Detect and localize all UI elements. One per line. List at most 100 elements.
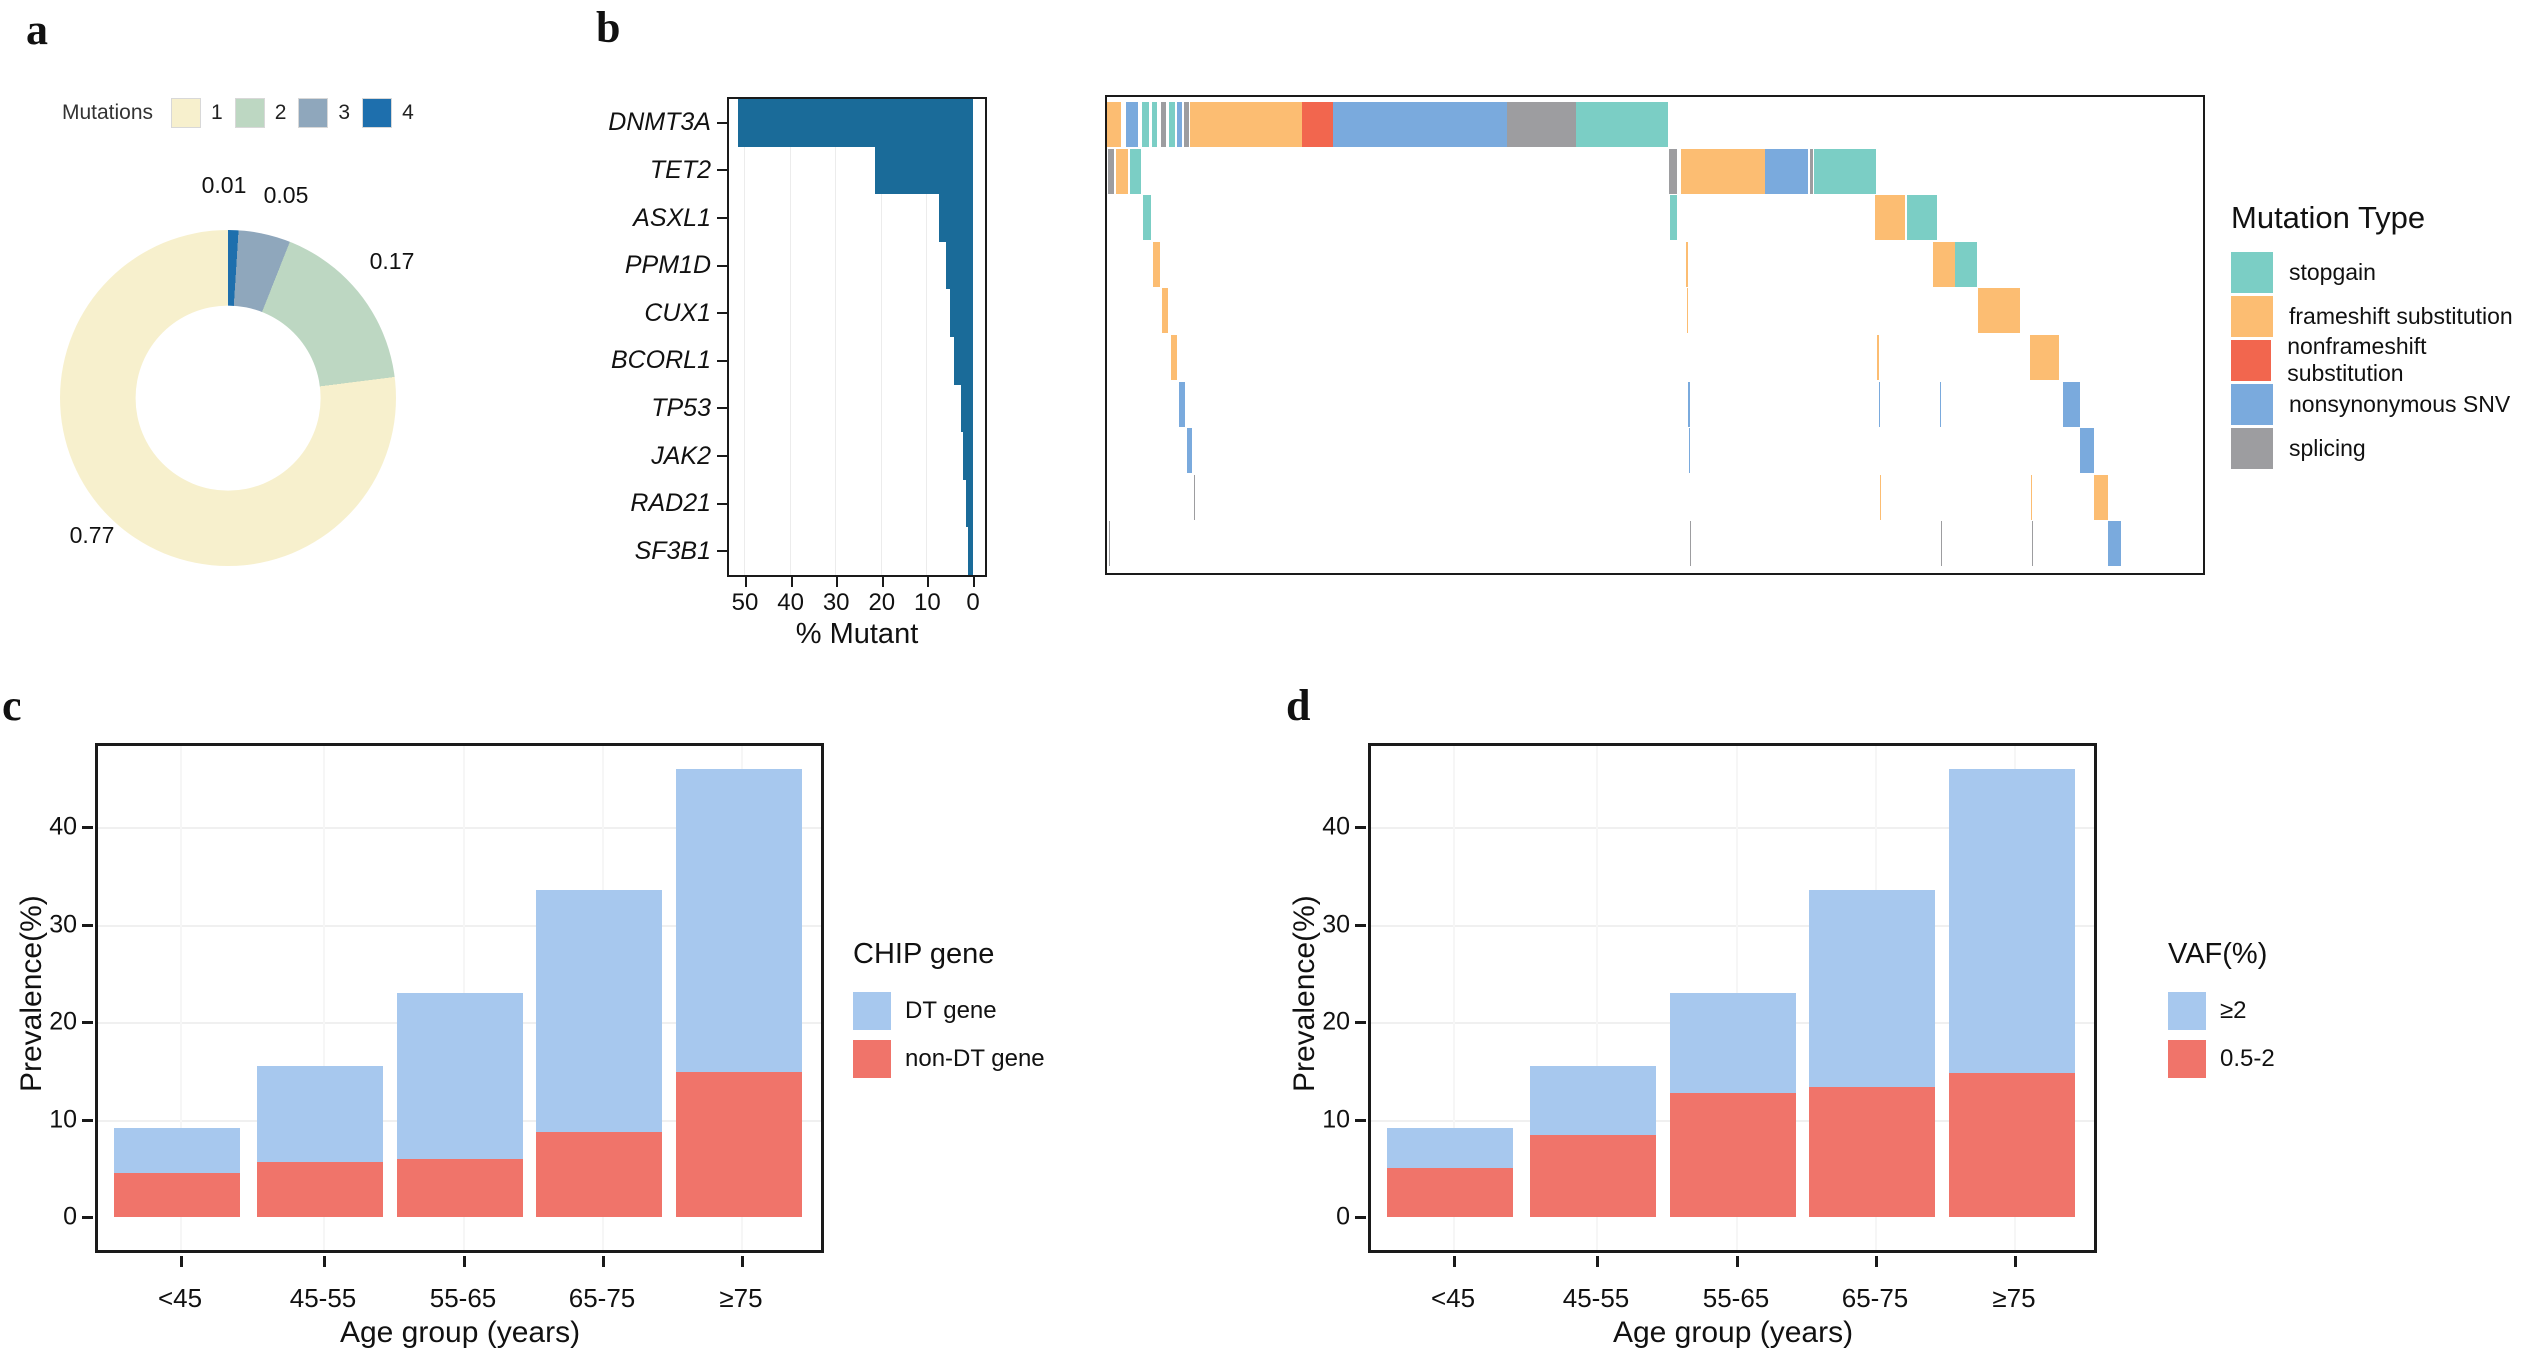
stacked-bar-bottom-65-75: [536, 1132, 662, 1217]
non-dt-gene-swatch: [853, 1040, 891, 1078]
x-category-label: 55-65: [1702, 1283, 1770, 1313]
gridline: [180, 746, 182, 1250]
gene-name: JAK2: [651, 441, 711, 470]
oncoprint-segment-tet2: [1115, 148, 1128, 194]
vaf-05-2-swatch: [2168, 1040, 2206, 1078]
mutations-legend-item-4: 4: [362, 98, 414, 128]
x-tick-label: 50: [731, 589, 759, 616]
oncoprint-segment-dnmt3a: [1332, 102, 1508, 147]
donut-label-0-05: 0.05: [263, 182, 309, 208]
y-tick-label: 10: [1322, 1105, 1350, 1134]
x-category-label: 65-75: [568, 1283, 636, 1313]
oncoprint-segment-dnmt3a: [1151, 102, 1158, 147]
oncoprint-segment-sf3b1: [1690, 521, 1692, 567]
y-tick: [82, 826, 93, 829]
pct-mutant-bar-cux1: [950, 289, 973, 337]
oncoprint-segment-bcorl1: [2029, 335, 2060, 380]
gene-name: SF3B1: [634, 536, 711, 565]
y-tick: [82, 924, 93, 927]
donut-label-0-01: 0.01: [201, 172, 247, 198]
oncoprint-segment-tet2: [1130, 148, 1141, 194]
gene-label-asxl1: ASXL1: [542, 203, 727, 233]
gene-name: DNMT3A: [608, 108, 711, 137]
gridline: [98, 925, 821, 927]
gridline: [744, 99, 745, 575]
oncoprint-segment-tet2: [1813, 148, 1877, 194]
legend-item-nonsynonymous: nonsynonymous SNV: [2231, 382, 2538, 426]
x-tick: [790, 577, 793, 587]
oncoprint-segment-tet2: [1764, 148, 1809, 194]
oncoprint-segment-ppm1d: [1955, 241, 1978, 287]
dt-gene-swatch: [853, 992, 891, 1030]
oncoprint-segment-bcorl1: [1170, 335, 1178, 380]
gene-tick: [717, 217, 727, 219]
gene-label-tet2: TET2: [542, 155, 727, 185]
mutations-donut-chart: [60, 230, 396, 566]
oncoprint-segment-sf3b1: [1108, 521, 1110, 567]
x-tick: [180, 1256, 183, 1267]
pct-mutant-bar-asxl1: [938, 194, 973, 242]
legend-item-vaf-ge2: ≥2: [2168, 987, 2275, 1035]
frameshift-swatch: [2231, 295, 2273, 337]
oncoprint-segment-jak2: [1688, 428, 1691, 474]
vaf-legend-title: VAF(%): [2168, 938, 2268, 970]
stacked-bar-top-55-65: [1670, 992, 1796, 1094]
pct-mutant-bar-sf3b1: [967, 527, 973, 575]
oncoprint-segment-rad21: [2030, 474, 2033, 520]
x-category-label: ≥75: [1992, 1283, 2036, 1313]
gene-tick: [717, 121, 727, 124]
x-category-label: <45: [157, 1283, 203, 1313]
stacked-bar-top-≥75: [1949, 768, 2075, 1073]
mutations-legend-item-2: 2: [234, 98, 286, 128]
stopgain-label: stopgain: [2289, 258, 2376, 285]
mutations-legend-item-3: 3: [298, 98, 350, 128]
stacked-bar-top-55-65: [397, 992, 523, 1160]
pct-mutant-bar-tp53: [960, 384, 973, 433]
y-tick: [1355, 1021, 1366, 1024]
gene-label-jak2: JAK2: [542, 441, 727, 471]
x-tick: [602, 1256, 605, 1267]
oncoprint-segment-sf3b1: [2032, 521, 2033, 567]
oncoprint-segment-tp53: [1878, 381, 1880, 427]
oncoprint-segment-tp53: [2062, 381, 2081, 427]
gene-name: CUX1: [644, 298, 711, 327]
stopgain-swatch: [2231, 251, 2273, 293]
legend-item-splicing: splicing: [2231, 426, 2538, 470]
pct-mutant-bar-jak2: [963, 432, 973, 480]
panel-d-x-axis-title: Age group (years): [1612, 1316, 1854, 1348]
oncoprint-panel: [1105, 95, 2205, 575]
frameshift-label: frameshift substitution: [2289, 302, 2513, 329]
y-tick: [1355, 924, 1366, 927]
legend-item-vaf-05-2: 0.5-2: [2168, 1035, 2275, 1083]
y-tick: [82, 1119, 93, 1122]
oncoprint-segment-jak2: [2080, 428, 2095, 474]
gene-tick: [717, 550, 727, 553]
y-tick-label: 30: [49, 910, 77, 939]
stacked-bar-bottom-<45: [1387, 1168, 1513, 1217]
stacked-bar-bottom-55-65: [397, 1159, 523, 1217]
x-category-label: ≥75: [719, 1283, 763, 1313]
legend-item-frameshift: frameshift substitution: [2231, 294, 2538, 338]
nonframeshift-label: nonframeshift substitution: [2287, 333, 2427, 386]
oncoprint-segment-ppm1d: [1685, 241, 1688, 287]
oncoprint-segment-ppm1d: [1933, 241, 1956, 287]
vaf-05-2-label: 0.5-2: [2220, 1045, 2275, 1072]
gridline: [835, 99, 837, 575]
legend-item-stopgain: stopgain: [2231, 250, 2538, 294]
x-category-label: 45-55: [289, 1283, 357, 1313]
stacked-bar-top-45-55: [1530, 1065, 1656, 1136]
x-tick: [463, 1256, 466, 1267]
gene-name: BCORL1: [610, 346, 711, 375]
gene-label-cux1: CUX1: [542, 298, 727, 328]
mutation-type-legend-title: Mutation Type: [2231, 200, 2426, 235]
x-tick: [973, 577, 975, 587]
chip-gene-legend-title: CHIP gene: [853, 938, 995, 970]
panel-c-chart: [95, 743, 824, 1253]
y-tick: [1355, 1119, 1366, 1122]
oncoprint-segment-tet2: [1681, 148, 1765, 194]
mutations-legend-item-1: 1: [171, 98, 223, 128]
oncoprint-segment-dnmt3a: [1125, 102, 1138, 147]
gene-tick: [717, 502, 727, 505]
x-tick: [1453, 1256, 1456, 1267]
y-tick: [1355, 826, 1366, 829]
